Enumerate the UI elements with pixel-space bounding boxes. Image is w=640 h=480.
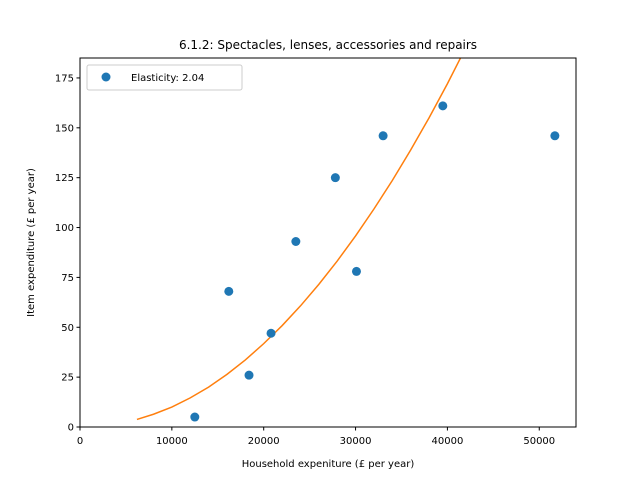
y-tick-label: 175 [55,73,74,84]
x-tick-label: 20000 [248,436,280,447]
x-axis-label: Household expeniture (£ per year) [242,459,415,470]
x-tick-label: 50000 [523,436,555,447]
legend-marker [101,72,111,82]
y-axis-label: Item expenditure (£ per year) [26,168,37,317]
y-tick-label: 125 [55,173,74,184]
y-tick-label: 100 [55,223,74,234]
legend-label: Elasticity: 2.04 [131,73,204,84]
data-point-10 [550,131,560,141]
x-tick-label: 10000 [156,436,188,447]
data-point-8 [378,131,388,141]
data-point-2 [224,286,234,296]
data-point-5 [291,237,301,246]
y-tick-label: 25 [61,373,74,384]
y-tick-label: 150 [55,123,74,134]
x-tick-label: 0 [77,436,83,447]
x-tick-label: 30000 [340,436,372,447]
legend-box [86,64,243,91]
data-point-1 [190,412,200,422]
x-tick-label: 40000 [432,436,464,447]
y-tick-label: 0 [68,423,74,434]
data-point-4 [266,328,276,338]
data-point-3 [244,370,254,380]
plot-area [136,58,560,422]
chart-title: 6.1.2: Spectacles, lenses, accessories a… [179,38,477,52]
data-point-7 [351,266,361,276]
y-tick-label: 75 [61,273,74,284]
data-point-9 [438,101,448,111]
fit-line [136,58,462,421]
axis-ticks: 0 10000 20000 30000 40000 50000 0 25 50 75 100 125 1… [55,73,555,447]
y-tick-label: 50 [61,323,74,334]
data-point-6 [330,173,340,183]
legend: Elasticity: 2.04 [86,64,243,91]
plot-frame [79,57,577,428]
